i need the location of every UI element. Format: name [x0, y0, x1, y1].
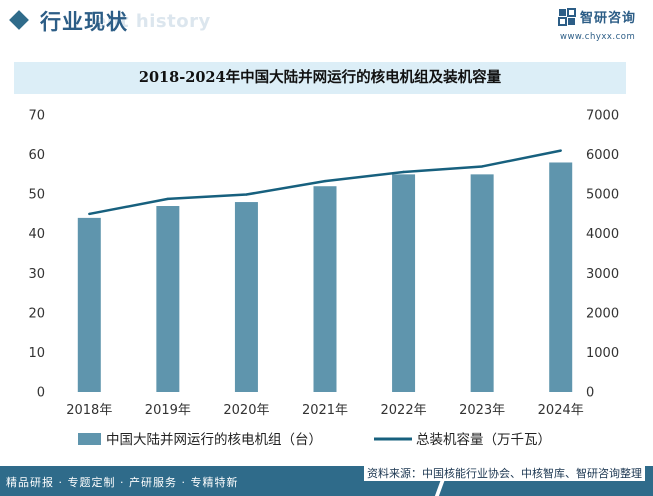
- line-point-3: [323, 179, 327, 183]
- left-tick-label: 60: [28, 148, 45, 163]
- page-header: ent history 行业现状 智研咨询 www.chyxx.com: [0, 0, 653, 48]
- left-axis: 0 10 20 30 40 50 60 70: [28, 109, 45, 401]
- right-tick-label: 4000: [586, 227, 619, 242]
- bar-2: [234, 202, 258, 392]
- line-series: [88, 149, 562, 216]
- x-axis: 2018年 2019年 2020年 2021年 2022年 2023年 2024年: [66, 403, 584, 418]
- bar-4: [392, 174, 416, 392]
- left-tick-label: 50: [28, 188, 45, 203]
- footer-services: 精品研报 · 专题定制 · 产研服务 · 专精特新: [6, 476, 239, 489]
- left-tick-label: 70: [28, 109, 45, 124]
- right-tick-label: 7000: [586, 109, 619, 124]
- x-tick-label: 2019年: [145, 403, 191, 418]
- bar-1: [156, 206, 180, 392]
- header-ghost-text: ent history: [94, 11, 211, 32]
- left-tick-label: 40: [28, 227, 45, 242]
- legend-bar-label: 中国大陆并网运行的核电机组（台）: [106, 432, 322, 448]
- footer-bar: 精品研报 · 专题定制 · 产研服务 · 专精特新 资料来源：中国核能行业协会、…: [0, 466, 653, 496]
- legend-line-label: 总装机容量（万千瓦）: [416, 431, 551, 448]
- legend: 中国大陆并网运行的核电机组（台） 总装机容量（万千瓦）: [78, 431, 551, 448]
- line-point-6: [559, 149, 562, 152]
- legend-bar-swatch: [78, 433, 101, 445]
- right-tick-label: 3000: [586, 267, 619, 282]
- left-tick-label: 30: [28, 267, 45, 282]
- bar-5: [470, 174, 494, 392]
- brand-name: 智研咨询: [580, 11, 637, 26]
- brand-logo-icon: [558, 8, 576, 26]
- line-point-0: [88, 212, 91, 216]
- left-tick-label: 20: [28, 306, 45, 321]
- x-tick-label: 2021年: [302, 403, 348, 418]
- x-tick-label: 2022年: [381, 403, 427, 418]
- line-point-2: [245, 193, 248, 196]
- x-tick-label: 2018年: [66, 403, 112, 418]
- right-tick-label: 6000: [586, 148, 619, 163]
- line-point-1: [166, 197, 170, 201]
- brand-url: www.chyxx.com: [560, 32, 636, 42]
- chart-title: 2018-2024年中国大陆并网运行的核电机组及装机容量: [138, 69, 502, 86]
- right-tick-label: 2000: [586, 306, 619, 321]
- left-tick-label: 10: [28, 346, 45, 361]
- bar-6: [549, 162, 573, 392]
- right-tick-label: 5000: [586, 188, 619, 203]
- bar-series: [77, 162, 573, 392]
- page-title: 行业现状: [40, 10, 128, 34]
- left-tick-label: 0: [37, 386, 45, 401]
- source-note: 资料来源：中国核能行业协会、中核智库、智研咨询整理: [364, 466, 645, 481]
- bar-3: [313, 186, 337, 392]
- x-tick-label: 2020年: [223, 403, 269, 418]
- line-point-5: [480, 165, 484, 168]
- line-point-4: [402, 170, 405, 174]
- x-tick-label: 2024年: [538, 403, 584, 418]
- right-tick-label: 1000: [586, 346, 619, 361]
- bar-0: [77, 217, 101, 392]
- right-axis: 0 1000 2000 3000 4000 5000 6000 7000: [586, 109, 619, 401]
- chart-title-band: [14, 62, 626, 94]
- right-tick-label: 0: [586, 386, 594, 401]
- x-tick-label: 2023年: [459, 403, 505, 418]
